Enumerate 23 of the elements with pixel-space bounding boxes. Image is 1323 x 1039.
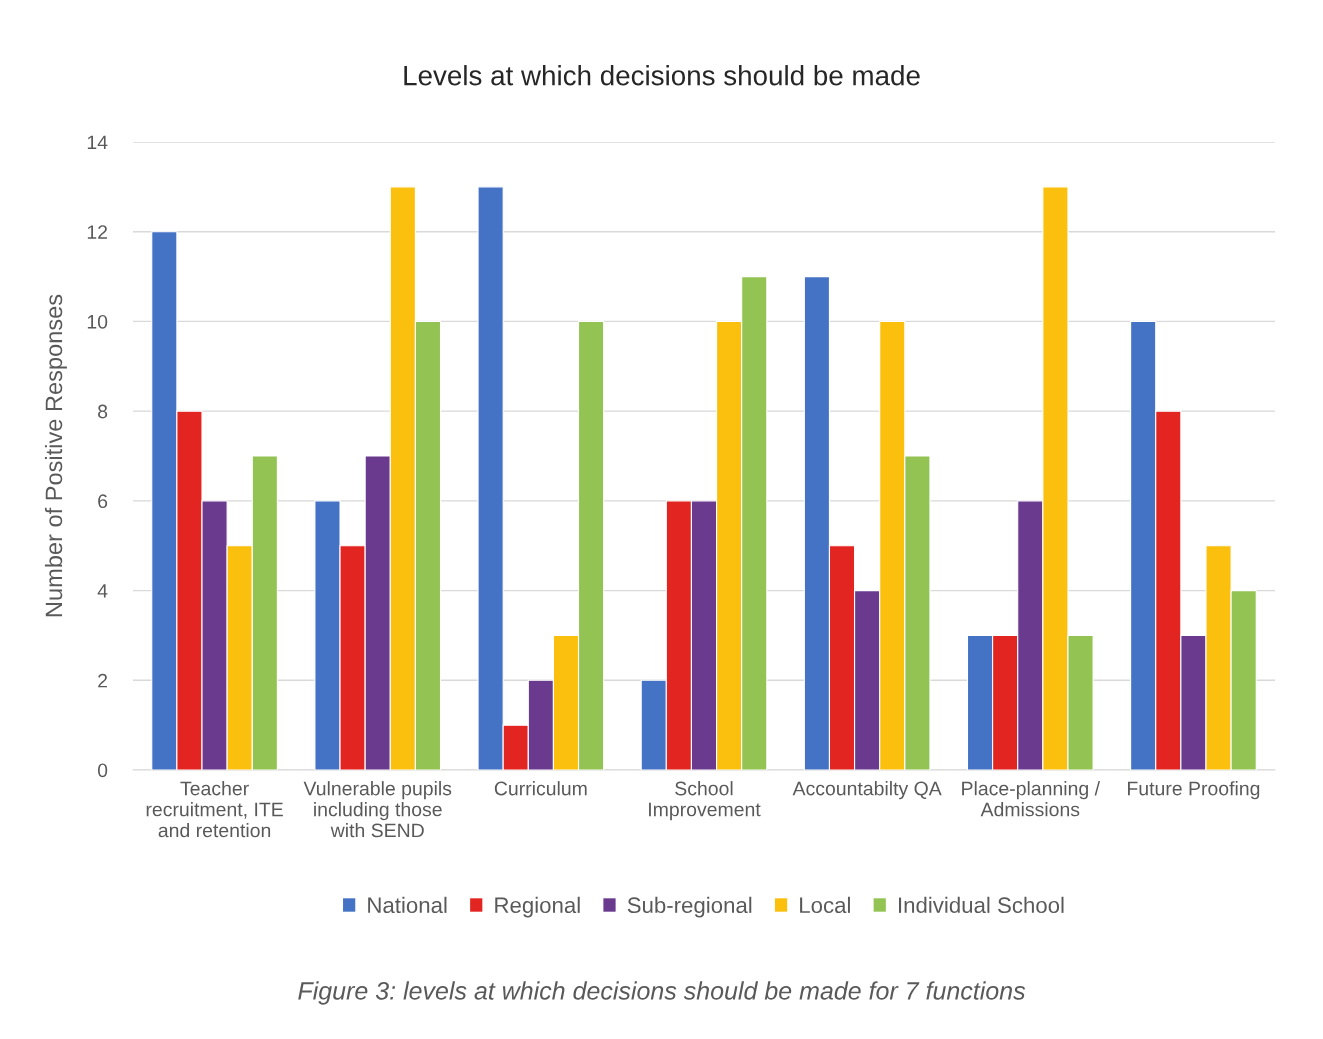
legend-label: Local [800,896,850,914]
x-tick-label: Teacher recruitment, ITE and retention [146,781,283,838]
y-tick-label: 6 [98,494,108,509]
x-tick-label: Future Proofing [1128,781,1260,800]
legend-label: Sub-regional [627,896,752,918]
x-tick-label: Place-planning / Admissions [962,781,1101,817]
legend-label: National [368,896,447,914]
y-axis-title: Number of Positive Responses [44,294,67,617]
x-tick-label: Accountabilty QA [792,781,942,800]
caption: Figure 3: levels at which decisions should be made for 7 functions [298,981,1026,1005]
legend-label: Individual School [899,896,1064,914]
y-tick-label: 0 [97,763,108,778]
y-tick-label: 8 [98,404,108,419]
x-tick-label: Vulnerable pupils including those with SEND [303,781,452,838]
y-tick-label: 12 [87,225,108,239]
y-tick-label: 2 [98,673,108,688]
y-tick-label: 4 [97,584,108,598]
chart-title: Levels at which decisions should be made [404,65,920,86]
legend-label: Regional [495,896,580,918]
y-tick-label: 10 [87,314,108,329]
x-tick-label: Curriculum [494,781,587,796]
y-tick-label: 14 [87,135,108,150]
x-tick-label: School Improvement [649,781,761,821]
